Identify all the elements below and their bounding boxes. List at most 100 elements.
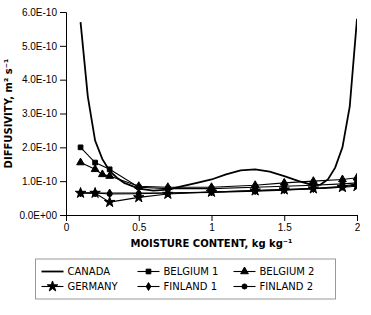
- tick: 0.5: [132, 215, 146, 233]
- series: [78, 182, 357, 197]
- marker: [340, 185, 345, 190]
- marker: [282, 188, 287, 193]
- tick: 3.0E-10: [22, 108, 66, 119]
- tick-label: 0: [64, 222, 70, 233]
- legend-marker: [146, 269, 151, 274]
- legend-label: FINLAND 2: [260, 281, 314, 292]
- legend-entry: GERMANY: [42, 281, 119, 292]
- legend-entry: FINLAND 2: [234, 281, 314, 292]
- tick: 1: [209, 215, 215, 233]
- marker: [354, 182, 357, 187]
- series: [81, 19, 357, 191]
- tick-label: 2.0E-10: [22, 142, 57, 153]
- tick-label: 2: [355, 222, 361, 233]
- tick-mark: [212, 215, 213, 221]
- marker: [78, 145, 83, 150]
- tick: 1.5: [278, 215, 292, 233]
- legend-marker: [146, 283, 151, 291]
- y-axis-title: DIFFUSIVITY, m² s⁻¹: [3, 59, 14, 169]
- line: [81, 19, 357, 191]
- tick-label: 3.0E-10: [22, 108, 57, 119]
- tick-mark: [60, 181, 66, 182]
- marker: [253, 187, 258, 195]
- line: [81, 185, 357, 194]
- tick-mark: [357, 215, 358, 221]
- legend-label: CANADA: [68, 266, 111, 277]
- marker: [99, 170, 107, 177]
- marker: [107, 192, 112, 197]
- tick-label: 1: [209, 222, 215, 233]
- tick-mark: [60, 12, 66, 13]
- tick-label: 1.0E-10: [22, 176, 57, 187]
- plot: 0 0.5 1 1.5 2 0.0E+00 1.0E-10 2.0E-10 3.0E-10 4.0…: [3, 7, 362, 249]
- tick-label: 0.0E+00: [19, 210, 57, 221]
- marker: [77, 158, 85, 165]
- tick-label: 5.0E-10: [22, 41, 57, 52]
- axis-line: [67, 216, 358, 222]
- marker: [78, 189, 83, 197]
- legend-line: [42, 271, 64, 273]
- legend-label: GERMANY: [68, 281, 119, 292]
- y-axis: 0.0E+00 1.0E-10 2.0E-10 3.0E-10 4.0E-10 5.0E-…: [19, 7, 66, 221]
- tick-mark: [60, 114, 66, 115]
- marks: [75, 19, 357, 207]
- x-axis: 0 0.5 1 1.5 2: [64, 215, 361, 233]
- legend-label: BELGIUM 2: [260, 266, 315, 277]
- marker: [91, 165, 99, 172]
- tick: 2: [355, 215, 361, 233]
- marker: [282, 186, 287, 194]
- tick-label: 0.5: [132, 222, 146, 233]
- series: [78, 180, 357, 197]
- tick-mark: [60, 215, 66, 216]
- tick: 6.0E-10: [22, 7, 66, 18]
- tick: 0: [64, 215, 70, 233]
- legend-entry: BELGIUM 2: [234, 266, 315, 277]
- line: [81, 147, 357, 188]
- tick: 5.0E-10: [22, 41, 66, 52]
- tick-label: 1.5: [278, 222, 292, 233]
- series: [77, 158, 357, 189]
- series: [78, 145, 357, 191]
- legend-marker: [47, 281, 57, 291]
- marker: [107, 189, 112, 197]
- tick-label: 6.0E-10: [22, 7, 57, 18]
- tick: 0.0E+00: [19, 210, 66, 221]
- legend-label: BELGIUM 1: [164, 266, 219, 277]
- series: [75, 181, 357, 207]
- marker: [353, 173, 357, 180]
- marker: [93, 190, 98, 195]
- marker: [136, 189, 141, 197]
- marker: [165, 190, 170, 195]
- legend-entry: BELGIUM 1: [138, 266, 219, 277]
- legend-label: FINLAND 1: [164, 281, 218, 292]
- marker: [135, 182, 143, 189]
- marker: [136, 191, 141, 196]
- tick-mark: [139, 215, 140, 221]
- tick-mark: [60, 46, 66, 47]
- marker: [209, 190, 214, 195]
- tick-mark: [60, 147, 66, 148]
- marker: [104, 197, 114, 207]
- marker: [166, 189, 171, 197]
- legend-marker: [241, 267, 249, 274]
- tick-mark: [60, 80, 66, 81]
- marker: [209, 188, 214, 196]
- marker: [311, 185, 316, 193]
- legend-entry: FINLAND 1: [138, 281, 218, 292]
- x-axis-title: MOISTURE CONTENT, kg kg⁻¹: [131, 238, 293, 249]
- tick-label: 4.0E-10: [22, 74, 57, 85]
- marker: [253, 189, 258, 194]
- chart: 0 0.5 1 1.5 2 0.0E+00 1.0E-10 2.0E-10 3.0E-10 4.0…: [0, 0, 371, 315]
- marker: [93, 189, 98, 197]
- legend-marker: [242, 284, 247, 289]
- marker: [78, 190, 83, 195]
- line: [81, 163, 357, 188]
- axis-line: [60, 13, 67, 216]
- tick: 4.0E-10: [22, 74, 66, 85]
- marker: [311, 186, 316, 191]
- legend-frame: [36, 259, 336, 299]
- tick: 2.0E-10: [22, 142, 66, 153]
- legend: CANADA BELGIUM 1 BELGIUM 2 GERMANY FINLAND 1…: [36, 259, 336, 299]
- marker: [340, 182, 345, 190]
- tick: 1.0E-10: [22, 176, 66, 187]
